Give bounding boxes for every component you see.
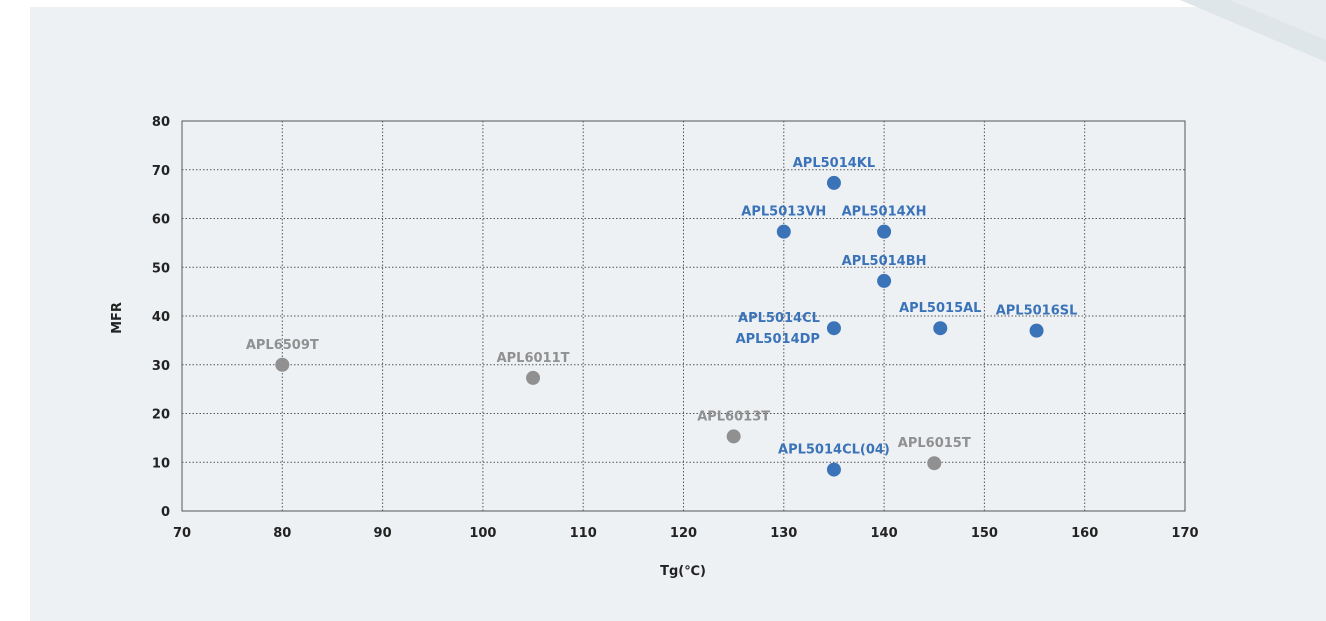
x-tick-label: 140 xyxy=(871,526,898,541)
data-point xyxy=(1029,323,1044,338)
chart-panel xyxy=(30,7,1326,621)
x-tick-label: 130 xyxy=(770,526,797,541)
y-axis-label: MFR xyxy=(110,302,125,334)
data-point xyxy=(877,224,892,239)
point-label: APL5014CL xyxy=(738,311,820,326)
data-point xyxy=(776,224,791,239)
data-point xyxy=(927,456,942,471)
x-tick-label: 80 xyxy=(273,526,291,541)
plot-frame xyxy=(181,120,1186,512)
label-layer: APL6509T APL6011T APL6013T APL6015T APL5014C… xyxy=(246,156,1078,458)
point-label: APL5014CL(04) xyxy=(778,443,890,458)
y-tick-label: 70 xyxy=(152,164,170,179)
y-tick-label: 10 xyxy=(152,456,170,471)
point-label: APL6013T xyxy=(697,409,770,424)
x-tick-label: 170 xyxy=(1171,526,1198,541)
y-tick-label: 60 xyxy=(152,213,170,228)
point-label: APL5014KL xyxy=(793,156,875,171)
point-label: APL5014BH xyxy=(842,254,927,269)
data-point xyxy=(826,321,841,336)
x-tick-label: 150 xyxy=(971,526,998,541)
point-layer xyxy=(275,175,1044,477)
grid-layer xyxy=(182,121,1185,511)
x-tick-label: 160 xyxy=(1071,526,1098,541)
point-label: APL5014DP xyxy=(736,332,820,347)
x-axis-label: Tg(℃) xyxy=(660,564,706,579)
point-label: APL5014XH xyxy=(842,205,927,220)
point-label: APL5015AL xyxy=(899,301,981,316)
x-tick-label: 100 xyxy=(469,526,496,541)
data-point xyxy=(826,462,841,477)
y-tick-label: 20 xyxy=(152,408,170,423)
data-point xyxy=(526,370,541,385)
data-point xyxy=(933,321,948,336)
y-tick-label: 0 xyxy=(161,505,170,520)
x-tick-label: 120 xyxy=(670,526,697,541)
data-point xyxy=(826,175,841,190)
point-label: APL6015T xyxy=(898,436,971,451)
x-tick-label: 110 xyxy=(570,526,597,541)
y-tick-label: 50 xyxy=(152,261,170,276)
data-point xyxy=(275,357,290,372)
point-label: APL5013VH xyxy=(741,205,826,220)
y-tick-label: 80 xyxy=(152,115,170,130)
data-point xyxy=(726,429,741,444)
point-label: APL5016SL xyxy=(996,304,1078,319)
y-tick-label: 30 xyxy=(152,359,170,374)
point-label: APL6509T xyxy=(246,338,319,353)
x-tick-label: 90 xyxy=(374,526,392,541)
point-label: APL6011T xyxy=(497,351,570,366)
x-tick-label: 70 xyxy=(173,526,191,541)
data-point xyxy=(877,273,892,288)
tick-layer: 70 80 90 100 110 120 130 140 150 160 170 0 10 20 30 40 5… xyxy=(152,115,1199,541)
y-tick-label: 40 xyxy=(152,310,170,325)
